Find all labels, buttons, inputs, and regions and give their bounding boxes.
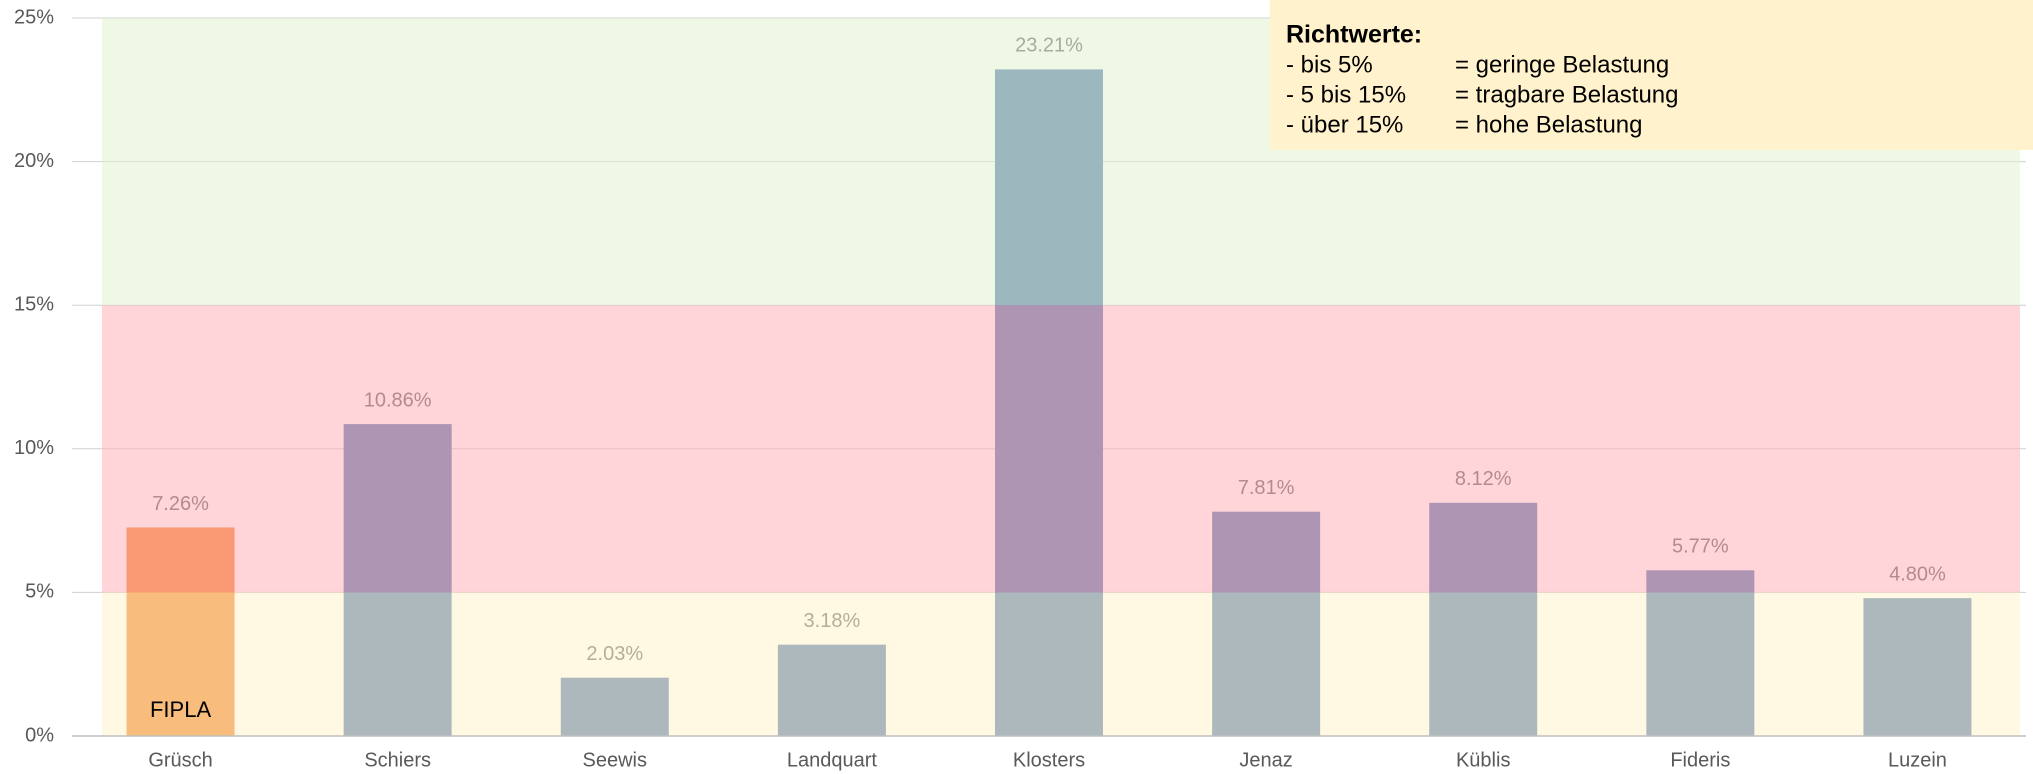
legend-range: - bis 5%	[1286, 51, 1373, 78]
y-tick-label: 25%	[14, 6, 54, 28]
x-tick-label: Seewis	[583, 749, 647, 771]
x-tick-label: Jenaz	[1239, 749, 1292, 771]
legend-range: - 5 bis 15%	[1286, 81, 1406, 108]
legend-box	[1270, 0, 2033, 150]
bar-annotation: FIPLA	[150, 697, 211, 722]
x-tick-label: Fideris	[1670, 749, 1730, 771]
band	[102, 305, 2020, 593]
x-tick-label: Klosters	[1013, 749, 1085, 771]
legend-title: Richtwerte:	[1286, 21, 1422, 49]
legend-meaning: = geringe Belastung	[1455, 51, 1669, 78]
x-tick-label: Schiers	[364, 749, 431, 771]
legend-meaning: = hohe Belastung	[1455, 111, 1643, 138]
x-tick-label: Grüsch	[148, 749, 212, 771]
y-tick-label: 15%	[14, 293, 54, 315]
legend-meaning: = tragbare Belastung	[1455, 81, 1679, 108]
x-tick-label: Küblis	[1456, 749, 1510, 771]
band	[102, 592, 2020, 736]
y-tick-label: 10%	[14, 437, 54, 459]
y-tick-label: 5%	[25, 581, 54, 603]
x-tick-label: Luzein	[1888, 749, 1947, 771]
y-tick-label: 0%	[25, 724, 54, 746]
y-tick-label: 20%	[14, 150, 54, 172]
x-tick-label: Landquart	[787, 749, 878, 771]
legend-range: - über 15%	[1286, 111, 1403, 138]
